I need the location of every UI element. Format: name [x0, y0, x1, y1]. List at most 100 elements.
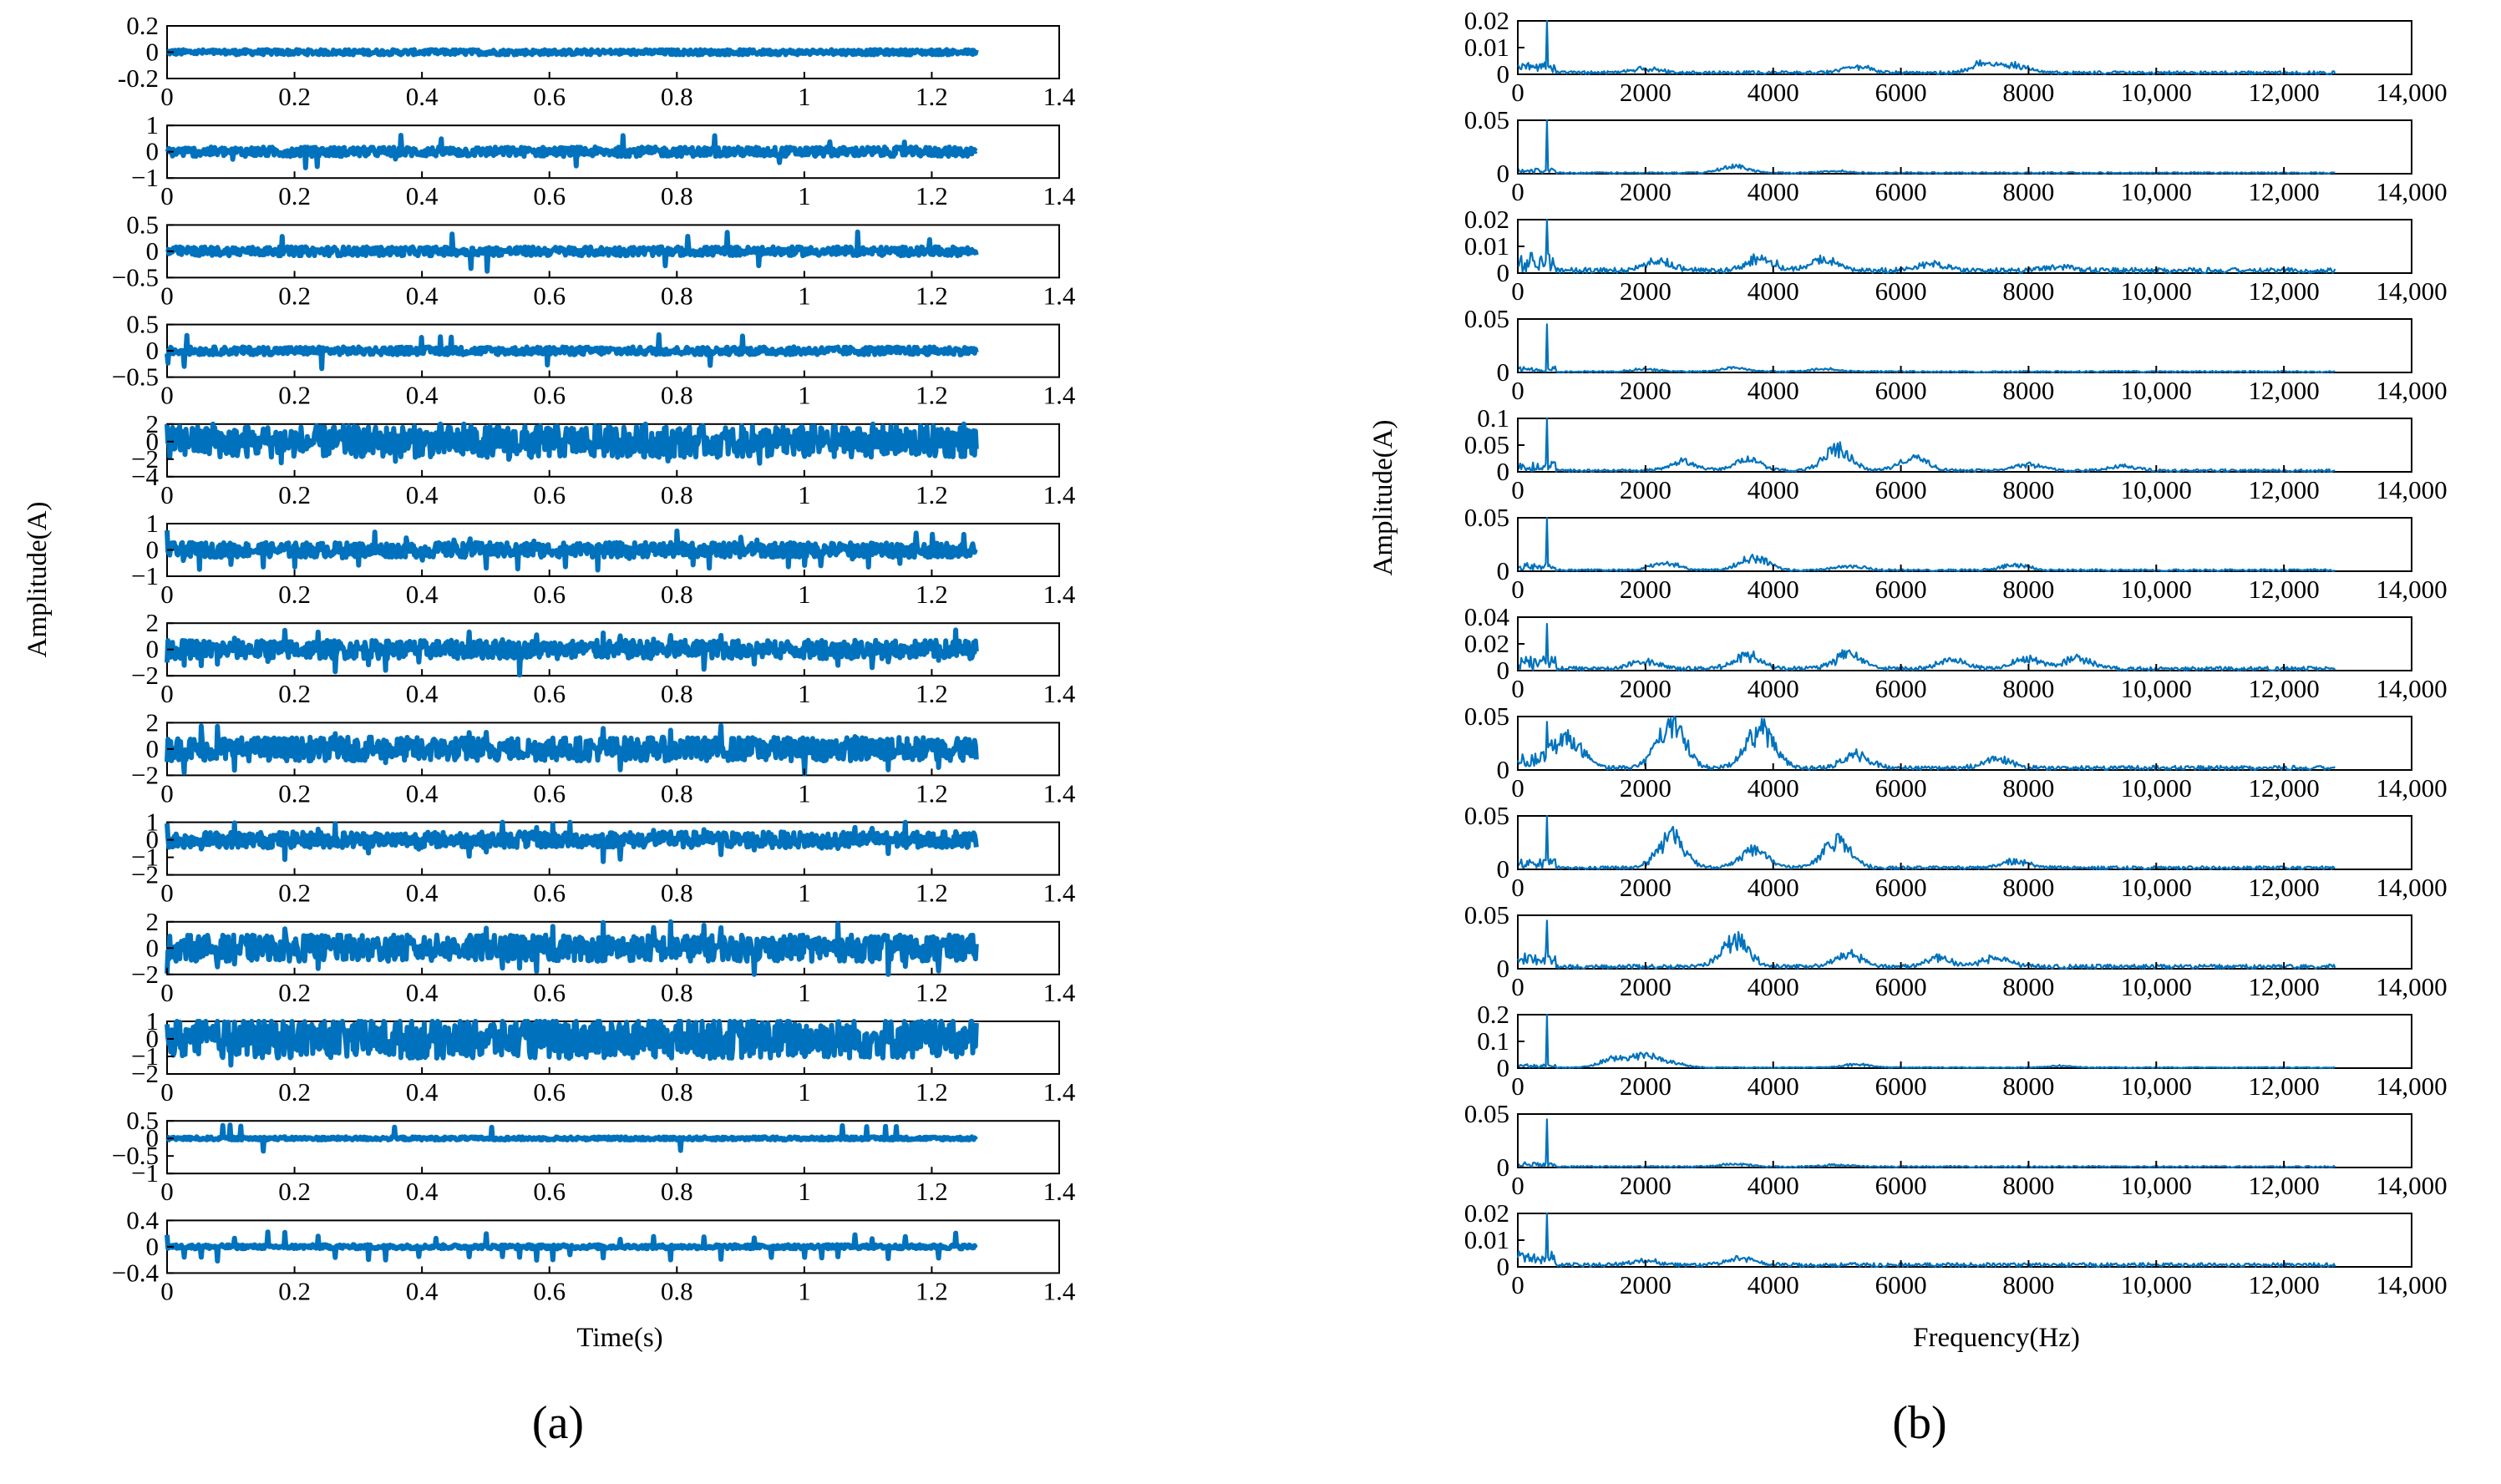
x-tick-label: 0: [160, 480, 174, 509]
spectrum-trace: [1517, 218, 2336, 275]
x-tick-label: 10,000: [2121, 773, 2192, 803]
y-tick-label: −0.5: [112, 1141, 159, 1170]
x-tick-label: 6000: [1875, 475, 1927, 504]
x-tick-label: 0.2: [278, 778, 311, 808]
x-tick-label: 14,000: [2376, 276, 2447, 306]
x-tick-label: 0.4: [406, 281, 439, 310]
signal-trace: [165, 332, 979, 372]
x-tick-label: 10,000: [2121, 475, 2192, 504]
x-tick-label: 1.2: [916, 82, 948, 111]
y-tick-label: 0.2: [1477, 1000, 1509, 1029]
x-tick-label: 1.4: [1043, 381, 1076, 410]
spectrum-trace: [1516, 1212, 2336, 1269]
x-tick-label: 6000: [1875, 1270, 1927, 1299]
x-tick-label: 1.4: [1043, 879, 1076, 908]
x-tick-label: 10,000: [2121, 1071, 2192, 1101]
x-tick-label: 0.4: [406, 181, 439, 210]
x-tick-label: 0.4: [406, 778, 439, 808]
y-tick-label: −1: [131, 843, 159, 872]
x-tick-label: 1.4: [1043, 679, 1076, 708]
panel-a-xlabel: Time(s): [576, 1323, 662, 1353]
spectrum-trace: [1517, 19, 2336, 76]
x-tick-label: 0.8: [661, 381, 693, 410]
x-tick-label: 4000: [1748, 575, 1799, 604]
x-tick-label: 1.4: [1043, 580, 1076, 609]
x-tick-label: 1: [798, 181, 811, 210]
x-tick-label: 1: [798, 778, 811, 808]
subplot-10: 0.05 00 2000 4000 6000 8000 10,000 12,000 14,000: [1464, 900, 2448, 1001]
y-tick-label: −0.4: [112, 1258, 160, 1287]
y-tick-label: 0.05: [1464, 1099, 1509, 1128]
x-tick-label: 0.8: [661, 1077, 693, 1107]
x-tick-label: 1.4: [1043, 778, 1076, 808]
y-tick-label: 0.02: [1464, 6, 1509, 35]
signal-trace: [165, 819, 979, 864]
y-tick-label: 0: [1497, 1252, 1510, 1281]
x-tick-label: 12,000: [2249, 78, 2320, 107]
y-tick-label: 0: [146, 933, 160, 962]
x-tick-label: 14,000: [2376, 575, 2447, 604]
panel-b-ylabel: Amplitude(A): [1368, 420, 1398, 576]
x-tick-label: 6000: [1875, 873, 1927, 902]
subplot-frame: [1517, 219, 2412, 274]
x-tick-label: 12,000: [2249, 376, 2320, 405]
x-tick-label: 2000: [1620, 773, 1672, 803]
x-tick-label: 8000: [2002, 376, 2054, 405]
x-tick-label: 14,000: [2376, 773, 2447, 803]
y-tick-label: −1: [131, 163, 159, 192]
y-tick-label: 0: [146, 1123, 160, 1152]
x-tick-label: 0: [1511, 674, 1524, 703]
x-tick-label: 0.4: [406, 381, 439, 410]
x-tick-label: 14,000: [2376, 1270, 2447, 1299]
y-tick-label: 0.1: [1477, 1026, 1509, 1056]
x-tick-label: 6000: [1875, 376, 1927, 405]
x-tick-label: 10,000: [2121, 873, 2192, 902]
y-tick-label: 0: [146, 734, 160, 763]
x-tick-label: 4000: [1748, 1171, 1799, 1200]
x-tick-label: 0.2: [278, 82, 311, 111]
x-tick-label: 0.6: [533, 580, 566, 609]
subplot-4: 0.50−0.50 0.2 0.4 0.6 0.8 1 1.2 1.4: [112, 310, 1076, 410]
x-tick-label: 8000: [2002, 674, 2054, 703]
x-tick-label: 0.2: [278, 879, 311, 908]
subplot-13: 0.40−0.40 0.2 0.4 0.6 0.8 1 1.2 1.4: [112, 1205, 1076, 1305]
x-tick-label: 1: [798, 381, 811, 410]
x-tick-label: 0.4: [406, 879, 439, 908]
x-tick-label: 0.8: [661, 580, 693, 609]
subplot-5: 20−2−40 0.2 0.4 0.6 0.8 1 1.2 1.4: [131, 409, 1076, 509]
x-tick-label: 0.8: [661, 1276, 693, 1305]
x-tick-label: 6000: [1875, 674, 1927, 703]
x-tick-label: 14,000: [2376, 873, 2447, 902]
y-tick-label: 0: [1497, 854, 1510, 884]
x-tick-label: 4000: [1748, 1270, 1799, 1299]
x-tick-label: 2000: [1620, 475, 1672, 504]
x-tick-label: 1.2: [916, 1276, 948, 1305]
x-tick-label: 1.2: [916, 1177, 948, 1206]
y-tick-label: 0: [146, 1232, 160, 1261]
signal-trace: [165, 1122, 978, 1154]
x-tick-label: 8000: [2002, 773, 2054, 803]
x-tick-label: 0: [160, 82, 174, 111]
spectrum-trace: [1517, 1118, 2336, 1169]
panel-b-xlabel: Frequency(Hz): [1913, 1323, 2080, 1353]
x-tick-label: 0.4: [406, 480, 439, 509]
x-tick-label: 0.8: [661, 778, 693, 808]
y-tick-label: 0: [146, 635, 160, 664]
y-tick-label: 0.5: [126, 310, 159, 339]
x-tick-label: 0.2: [278, 281, 311, 310]
x-tick-label: 1: [798, 480, 811, 509]
y-tick-label: −2: [131, 760, 159, 789]
x-tick-label: 4000: [1748, 376, 1799, 405]
x-tick-label: 14,000: [2376, 674, 2447, 703]
y-tick-label: 0.2: [126, 11, 159, 40]
x-tick-label: 8000: [2002, 78, 2054, 107]
x-tick-label: 2000: [1620, 78, 1672, 107]
x-tick-label: 8000: [2002, 1171, 2054, 1200]
x-tick-label: 10,000: [2121, 376, 2192, 405]
subplot-1: 0.20-0.20 0.2 0.4 0.6 0.8 1 1.2 1.4: [118, 11, 1076, 111]
x-tick-label: 1.4: [1043, 1177, 1076, 1206]
x-tick-label: 0.4: [406, 82, 439, 111]
